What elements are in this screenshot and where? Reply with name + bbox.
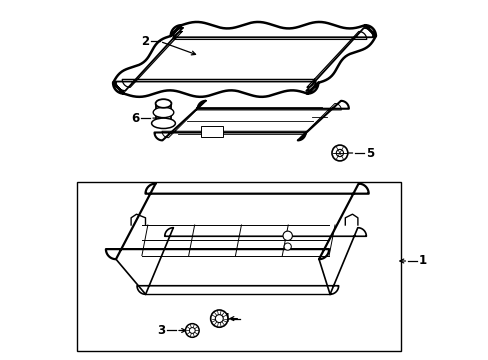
- Text: 1: 1: [418, 255, 426, 267]
- Circle shape: [210, 310, 227, 327]
- Circle shape: [284, 243, 291, 250]
- Circle shape: [189, 328, 195, 333]
- Ellipse shape: [155, 99, 171, 108]
- Text: 3: 3: [157, 324, 165, 337]
- Circle shape: [185, 324, 199, 337]
- Ellipse shape: [151, 118, 175, 129]
- Text: 2: 2: [141, 35, 149, 48]
- Circle shape: [331, 145, 347, 161]
- Ellipse shape: [153, 107, 173, 118]
- Circle shape: [283, 231, 292, 240]
- Text: 6: 6: [131, 112, 140, 125]
- Bar: [77, 182, 400, 351]
- Text: 5: 5: [365, 147, 373, 159]
- Text: 4: 4: [221, 312, 229, 325]
- Bar: [201, 126, 223, 137]
- Circle shape: [215, 315, 223, 323]
- Circle shape: [336, 149, 343, 157]
